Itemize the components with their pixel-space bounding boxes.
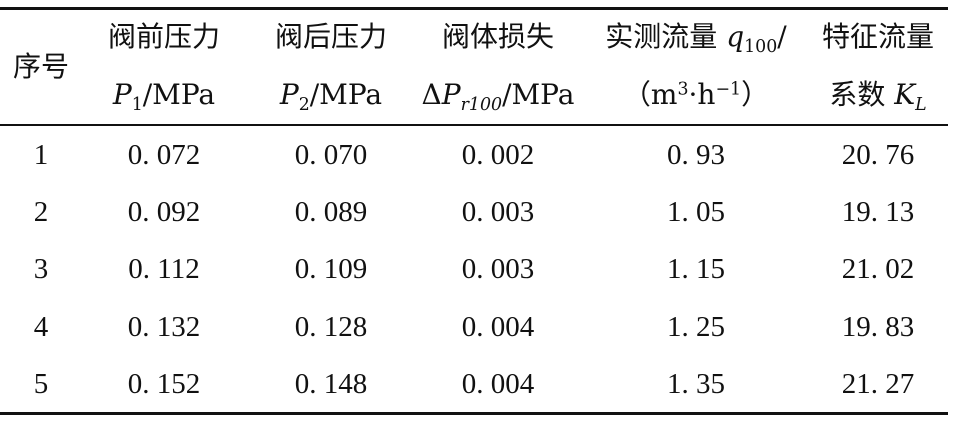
subscript: L — [915, 95, 927, 116]
open-paren: （m — [622, 78, 678, 111]
symbol-p: P — [112, 78, 132, 111]
row-4-serial: 4 — [33, 311, 49, 343]
row-5-measured-flow: 1. 35 — [667, 368, 725, 400]
header-inlet-pressure-unit: P1/MPa — [112, 78, 216, 116]
symbol-k: K — [894, 78, 916, 111]
header-inlet-pressure: 阀前压力 — [107, 20, 221, 53]
row-2-flow-coefficient: 19. 13 — [841, 196, 915, 228]
dot-h: ·h — [688, 78, 716, 111]
row-1-inlet-pressure: 0. 072 — [127, 139, 201, 171]
subscript: 100 — [744, 37, 778, 58]
delta-prefix: Δ — [421, 78, 442, 111]
subscript: r100 — [460, 95, 503, 116]
symbol-q: q — [726, 20, 745, 53]
bottom-rule — [0, 412, 948, 415]
row-1-serial: 1 — [33, 139, 49, 171]
row-4-inlet-pressure: 0. 132 — [127, 311, 201, 343]
row-5-flow-coefficient: 21. 27 — [841, 368, 915, 400]
row-2-measured-flow: 1. 05 — [667, 196, 725, 228]
row-5-body-loss: 0. 004 — [461, 368, 535, 400]
row-2-inlet-pressure: 0. 092 — [127, 196, 201, 228]
header-body-loss: 阀体损失 — [441, 20, 555, 53]
symbol-p: P — [279, 78, 299, 111]
header-rule — [0, 124, 948, 126]
header-measured-flow: 实测流量 q100/ — [605, 20, 787, 58]
row-2-body-loss: 0. 003 — [461, 196, 535, 228]
row-4-body-loss: 0. 004 — [461, 311, 535, 343]
unit: /MPa — [309, 78, 383, 111]
subscript: 1 — [131, 95, 143, 116]
row-2-serial: 2 — [33, 196, 49, 228]
row-1-measured-flow: 0. 93 — [667, 139, 725, 171]
superscript-1: 3 — [677, 79, 689, 100]
header-outlet-pressure: 阀后压力 — [274, 20, 388, 53]
row-5-serial: 5 — [33, 368, 49, 400]
row-5-outlet-pressure: 0. 148 — [294, 368, 368, 400]
header-coefficient: 系数 KL — [829, 78, 927, 116]
row-4-measured-flow: 1. 25 — [667, 311, 725, 343]
unit: /MPa — [502, 78, 575, 111]
row-3-body-loss: 0. 003 — [461, 253, 535, 285]
top-rule — [0, 7, 948, 10]
close-paren: ） — [741, 78, 770, 111]
subscript: 2 — [298, 95, 310, 116]
header-serial: 序号 — [12, 50, 70, 83]
header-measured-flow-unit: （m3·h−1） — [623, 78, 769, 112]
row-3-outlet-pressure: 0. 109 — [294, 253, 368, 285]
label-text: 实测流量 — [605, 20, 727, 53]
label-text: 系数 — [829, 78, 895, 111]
header-body-loss-unit: ΔPr100/MPa — [421, 78, 575, 116]
row-1-outlet-pressure: 0. 070 — [294, 139, 368, 171]
symbol-p: P — [441, 78, 461, 111]
row-3-flow-coefficient: 21. 02 — [841, 253, 915, 285]
header-characteristic-flow: 特征流量 — [821, 20, 935, 53]
row-3-serial: 3 — [33, 253, 49, 285]
unit: /MPa — [142, 78, 216, 111]
row-4-outlet-pressure: 0. 128 — [294, 311, 368, 343]
row-1-flow-coefficient: 20. 76 — [841, 139, 915, 171]
superscript-2: −1 — [715, 79, 742, 100]
row-5-inlet-pressure: 0. 152 — [127, 368, 201, 400]
row-2-outlet-pressure: 0. 089 — [294, 196, 368, 228]
row-4-flow-coefficient: 19. 83 — [841, 311, 915, 343]
row-3-inlet-pressure: 0. 112 — [128, 253, 200, 285]
row-3-measured-flow: 1. 15 — [667, 253, 725, 285]
row-1-body-loss: 0. 002 — [461, 139, 535, 171]
suffix: / — [777, 20, 787, 53]
header-outlet-pressure-unit: P2/MPa — [279, 78, 383, 116]
